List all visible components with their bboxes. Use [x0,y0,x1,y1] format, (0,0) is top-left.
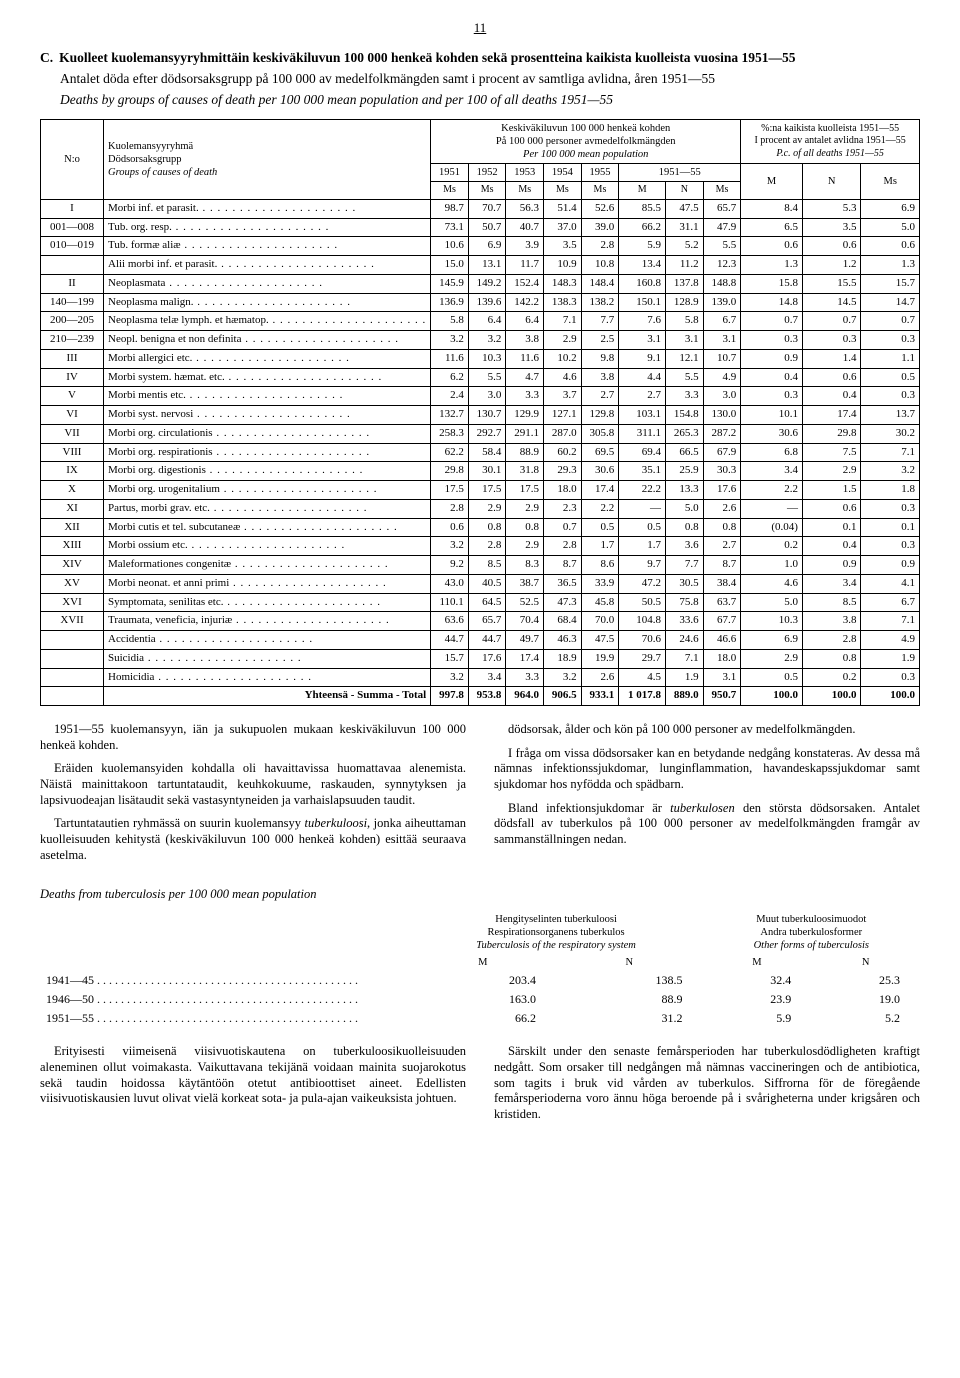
table-row: XVIITraumata, veneficia, injuriæ63.665.7… [41,612,920,631]
table-row: IIIMorbi allergici etc.11.610.311.610.29… [41,349,920,368]
para-fi-3: Tartuntatautien ryhmässä on suurin kuole… [40,816,466,863]
para2-fi: Erityisesti viimeisenä viisivuotiskauten… [40,1044,466,1107]
table-row: VIMorbi syst. nervosi132.7130.7129.9127.… [41,406,920,425]
table-row: XIIIMorbi ossium etc.3.22.82.92.81.71.73… [41,537,920,556]
table-row: Suicidia15.717.617.418.919.929.77.118.02… [41,649,920,668]
table-row: 200—205Neoplasma telæ lymph. et hæmatop.… [41,312,920,331]
col-per100k: Keskiväkiluvun 100 000 henkeä kohden På … [431,119,741,163]
tuber-title: Deaths from tuberculosis per 100 000 mea… [40,887,920,903]
table-row: XVMorbi neonat. et anni primi43.040.538.… [41,574,920,593]
table-row: 1951—55 66.231.25.95.2 [40,1009,920,1028]
para-sv-2: I fråga om vissa dödsorsaker kan en bety… [494,746,920,793]
col-pct: %:na kaikista kuolleista 1951—55 I proce… [741,119,920,163]
heading-en: Deaths by groups of causes of death per … [60,92,920,109]
table-row: XIIMorbi cutis et tel. subcutaneæ0.60.80… [41,518,920,537]
para-fi-1: 1951—55 kuolemansyyn, iän ja sukupuolen … [40,722,466,753]
table-row: XIPartus, morbi grav. etc.2.82.92.92.32.… [41,499,920,518]
section-letter: C. [40,50,53,67]
heading-sv: Antalet döda efter dödsorsaksgrupp på 10… [60,71,920,88]
table-row: VIIMorbi org. circulationis258.3292.7291… [41,424,920,443]
table-row: IXMorbi org. digestionis29.830.131.829.3… [41,462,920,481]
tuber-table: Hengityselinten tuberkuloosi Respiration… [40,911,920,1029]
table-row: VIIIMorbi org. respirationis62.258.488.9… [41,443,920,462]
total-label: Yhteensä - Summa - Total [104,687,431,706]
para-fi-2: Eräiden kuolemansyiden kohdalla oli hava… [40,761,466,808]
table-row: XMorbi org. urogenitalium17.517.517.518.… [41,481,920,500]
body-columns: 1951—55 kuolemansyyn, iän ja sukupuolen … [40,722,920,871]
table-row: 210—239Neopl. benigna et non definita3.2… [41,331,920,350]
para-sv-1: dödsorsak, ålder och kön på 100 000 pers… [494,722,920,738]
col-group: Kuolemansyyryhmä Dödsorsaksgrupp Groups … [104,119,431,199]
table-row: 1946—50 163.088.923.919.0 [40,990,920,1009]
table-row: 001—008Tub. org. resp.73.150.740.737.039… [41,218,920,237]
table-row: 1941—45 203.4138.532.425.3 [40,971,920,990]
table-row: IVMorbi system. hæmat. etc.6.25.54.74.63… [41,368,920,387]
body-columns-2: Erityisesti viimeisenä viisivuotiskauten… [40,1044,920,1130]
table-row: Alii morbi inf. et parasit.15.013.111.71… [41,256,920,275]
para2-sv: Särskilt under den senaste femårsperiode… [494,1044,920,1122]
table-row: 010—019Tub. formæ aliæ10.66.93.93.52.85.… [41,237,920,256]
main-table: N:o Kuolemansyyryhmä Dödsorsaksgrupp Gro… [40,119,920,706]
para-sv-3: Bland infektionsjukdomar är tuberkulosen… [494,801,920,848]
table-row: Accidentia44.744.749.746.347.570.624.646… [41,631,920,650]
table-row: IINeoplasmata145.9149.2152.4148.3148.416… [41,274,920,293]
page-number: 11 [40,20,920,36]
table-row: XIVMaleformationes congenitæ9.28.58.38.7… [41,556,920,575]
section-heading: C. Kuolleet kuolemansyyryhmittäin keskiv… [40,50,920,67]
table-row: IMorbi inf. et parasit.98.770.756.351.45… [41,199,920,218]
table-row: Homicidia3.23.43.33.22.64.51.93.10.50.20… [41,668,920,687]
table-row: XVISymptomata, senilitas etc.110.164.552… [41,593,920,612]
heading-fi: Kuolleet kuolemansyyryhmittäin keskiväki… [59,50,920,67]
table-row: 140—199Neoplasma malign.136.9139.6142.21… [41,293,920,312]
table-row: VMorbi mentis etc.2.43.03.33.72.72.73.33… [41,387,920,406]
col-no: N:o [41,119,104,199]
